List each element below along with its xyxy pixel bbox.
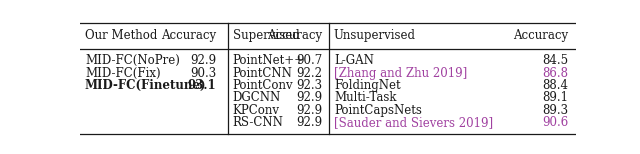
Text: KPConv: KPConv bbox=[233, 104, 280, 117]
Text: 89.3: 89.3 bbox=[543, 104, 568, 117]
Text: 90.6: 90.6 bbox=[542, 116, 568, 129]
Text: [Sauder and Sievers 2019]: [Sauder and Sievers 2019] bbox=[334, 116, 493, 129]
Text: Multi-Task: Multi-Task bbox=[334, 91, 396, 104]
Text: PointNet++: PointNet++ bbox=[233, 54, 305, 67]
Text: 92.2: 92.2 bbox=[296, 67, 322, 79]
Text: Unsupervised: Unsupervised bbox=[334, 29, 416, 42]
Text: PointCNN: PointCNN bbox=[233, 67, 292, 79]
Text: 88.4: 88.4 bbox=[543, 79, 568, 92]
Text: MID-FC(Fix): MID-FC(Fix) bbox=[85, 67, 161, 79]
Text: 89.1: 89.1 bbox=[543, 91, 568, 104]
Text: MID-FC(Finetune): MID-FC(Finetune) bbox=[85, 79, 207, 92]
Text: L-GAN: L-GAN bbox=[334, 54, 374, 67]
Text: Accuracy: Accuracy bbox=[513, 29, 568, 42]
Text: 92.9: 92.9 bbox=[296, 91, 322, 104]
Text: FoldingNet: FoldingNet bbox=[334, 79, 401, 92]
Text: 90.3: 90.3 bbox=[190, 67, 216, 79]
Text: Supervised: Supervised bbox=[233, 29, 300, 42]
Text: Accuracy: Accuracy bbox=[161, 29, 216, 42]
Text: 92.9: 92.9 bbox=[190, 54, 216, 67]
Text: PointConv: PointConv bbox=[233, 79, 293, 92]
Text: 92.9: 92.9 bbox=[296, 104, 322, 117]
Text: 92.3: 92.3 bbox=[296, 79, 322, 92]
Text: 92.9: 92.9 bbox=[296, 116, 322, 129]
Text: RS-CNN: RS-CNN bbox=[233, 116, 284, 129]
Text: [Zhang and Zhu 2019]: [Zhang and Zhu 2019] bbox=[334, 67, 467, 79]
Text: Accuracy: Accuracy bbox=[267, 29, 322, 42]
Text: 84.5: 84.5 bbox=[543, 54, 568, 67]
Text: 93.1: 93.1 bbox=[188, 79, 216, 92]
Text: MID-FC(NoPre): MID-FC(NoPre) bbox=[85, 54, 180, 67]
Text: Our Method: Our Method bbox=[85, 29, 157, 42]
Text: PointCapsNets: PointCapsNets bbox=[334, 104, 422, 117]
Text: DGCNN: DGCNN bbox=[233, 91, 281, 104]
Text: 86.8: 86.8 bbox=[543, 67, 568, 79]
Text: 90.7: 90.7 bbox=[296, 54, 322, 67]
